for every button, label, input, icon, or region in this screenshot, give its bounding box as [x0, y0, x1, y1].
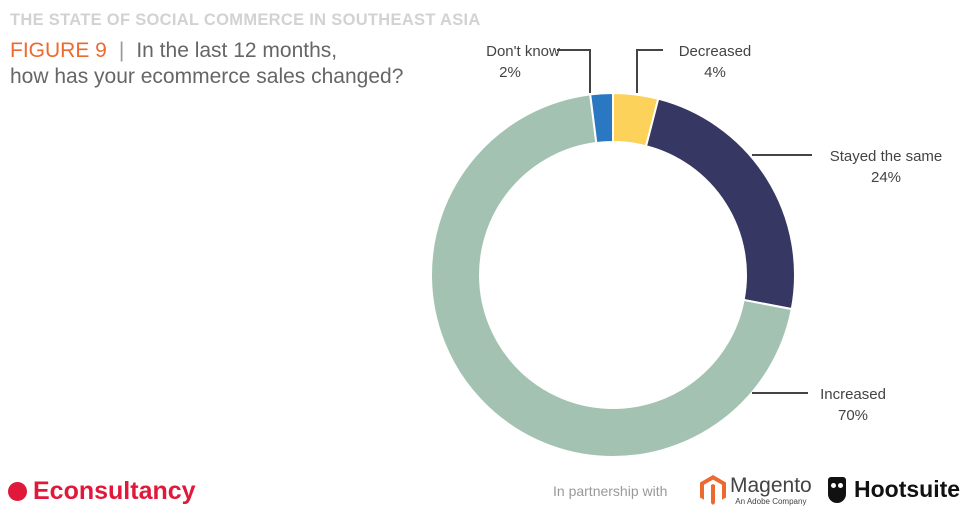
- partnership-text: In partnership with: [553, 483, 668, 499]
- hootsuite-logo: Hootsuite: [828, 476, 960, 503]
- label-stayed: Stayed the same: [830, 148, 943, 165]
- leader-line-decreased: [636, 49, 663, 93]
- brand-name: Econsultancy: [33, 477, 196, 505]
- magento-icon: [700, 475, 726, 505]
- value-increased: 70%: [838, 407, 868, 424]
- question-line-2: how has your ecommerce sales changed?: [10, 65, 404, 88]
- figure-number: FIGURE 9: [10, 39, 107, 62]
- label-dont-know: Don't know: [486, 43, 560, 60]
- leader-line-dont-know: [557, 49, 591, 93]
- super-title: THE STATE OF SOCIAL COMMERCE IN SOUTHEAS…: [10, 11, 481, 29]
- magento-logo: Magento An Adobe Company: [700, 475, 812, 506]
- econsultancy-logo: Econsultancy: [8, 477, 196, 506]
- value-stayed: 24%: [871, 169, 901, 186]
- slice-increased: [430, 93, 793, 458]
- hootsuite-name: Hootsuite: [854, 476, 961, 502]
- label-decreased: Decreased: [679, 43, 752, 60]
- slice-stayed-the-same: [644, 97, 796, 311]
- value-decreased: 4%: [704, 64, 726, 81]
- magento-subtitle: An Adobe Company: [735, 497, 807, 506]
- owl-icon: [828, 476, 846, 503]
- magento-name: Magento: [730, 474, 812, 497]
- figure-title: FIGURE 9 | In the last 12 months, how has …: [10, 38, 403, 90]
- slice-don-t-know: [589, 91, 614, 145]
- value-dont-know: 2%: [499, 64, 521, 81]
- logo-dot-icon: [8, 482, 27, 501]
- label-increased: Increased: [820, 386, 886, 403]
- separator: |: [118, 39, 125, 62]
- question-line-1: In the last 12 months,: [136, 39, 338, 62]
